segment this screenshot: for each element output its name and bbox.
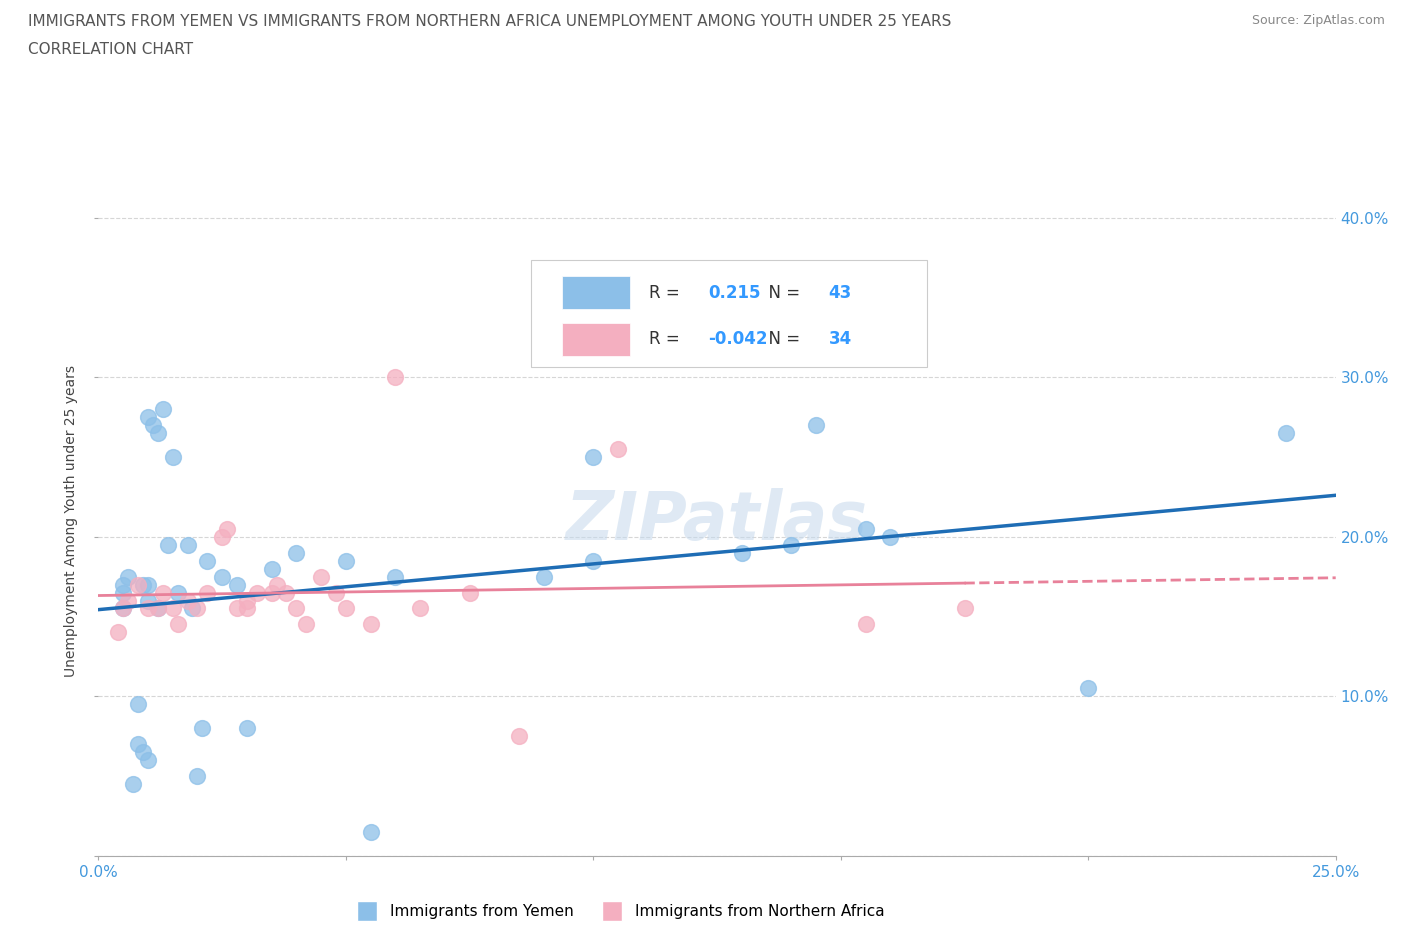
Point: [181, 601, 204, 616]
Point: [166, 585, 188, 600]
Point: [166, 617, 188, 631]
Point: [152, 585, 174, 600]
Point: [731, 545, 754, 560]
Point: [226, 601, 249, 616]
Point: [508, 728, 530, 743]
Point: [217, 522, 239, 537]
Point: [360, 824, 382, 839]
Point: [211, 529, 233, 544]
Point: [191, 721, 214, 736]
Text: N =: N =: [758, 330, 806, 349]
Text: CORRELATION CHART: CORRELATION CHART: [28, 42, 193, 57]
FancyBboxPatch shape: [562, 276, 630, 310]
Point: [132, 745, 155, 760]
Point: [236, 601, 259, 616]
Point: [136, 410, 159, 425]
Point: [112, 578, 135, 592]
Point: [325, 585, 347, 600]
Point: [127, 737, 149, 751]
Point: [112, 601, 135, 616]
Point: [582, 449, 605, 464]
Point: [309, 569, 332, 584]
Point: [1275, 426, 1298, 441]
Point: [152, 402, 174, 417]
Text: -0.042: -0.042: [709, 330, 768, 349]
Point: [162, 601, 184, 616]
Text: R =: R =: [650, 284, 685, 301]
Point: [855, 617, 877, 631]
Point: [780, 538, 803, 552]
Point: [112, 585, 135, 600]
Point: [260, 561, 283, 576]
Point: [1077, 681, 1099, 696]
Point: [122, 777, 145, 791]
Point: [142, 418, 165, 432]
Y-axis label: Unemployment Among Youth under 25 years: Unemployment Among Youth under 25 years: [65, 365, 79, 677]
Point: [953, 601, 976, 616]
FancyBboxPatch shape: [531, 259, 928, 366]
Point: [146, 601, 169, 616]
Point: [176, 593, 198, 608]
Text: Source: ZipAtlas.com: Source: ZipAtlas.com: [1251, 14, 1385, 27]
Point: [146, 601, 169, 616]
Point: [285, 601, 308, 616]
Point: [117, 569, 139, 584]
Point: [607, 442, 630, 457]
Point: [136, 752, 159, 767]
Point: [162, 449, 184, 464]
Text: 34: 34: [828, 330, 852, 349]
Point: [211, 569, 233, 584]
Point: [195, 585, 218, 600]
Point: [384, 370, 406, 385]
Point: [136, 593, 159, 608]
Point: [236, 593, 259, 608]
Point: [260, 585, 283, 600]
Point: [117, 593, 139, 608]
Text: 43: 43: [828, 284, 852, 301]
Point: [107, 625, 129, 640]
FancyBboxPatch shape: [562, 323, 630, 356]
Text: ZIPatlas: ZIPatlas: [567, 488, 868, 553]
Point: [384, 569, 406, 584]
Point: [335, 553, 357, 568]
Point: [176, 538, 198, 552]
Point: [112, 601, 135, 616]
Point: [236, 721, 259, 736]
Point: [266, 578, 288, 592]
Point: [136, 601, 159, 616]
Point: [195, 553, 218, 568]
Point: [582, 553, 605, 568]
Point: [804, 418, 827, 432]
Text: R =: R =: [650, 330, 685, 349]
Text: N =: N =: [758, 284, 806, 301]
Point: [136, 578, 159, 592]
Point: [127, 697, 149, 711]
Point: [409, 601, 432, 616]
Point: [458, 585, 481, 600]
Point: [156, 538, 179, 552]
Point: [285, 545, 308, 560]
Point: [295, 617, 318, 631]
Point: [533, 569, 555, 584]
Text: IMMIGRANTS FROM YEMEN VS IMMIGRANTS FROM NORTHERN AFRICA UNEMPLOYMENT AMONG YOUT: IMMIGRANTS FROM YEMEN VS IMMIGRANTS FROM…: [28, 14, 952, 29]
Text: 0.215: 0.215: [709, 284, 761, 301]
Point: [186, 601, 208, 616]
Point: [246, 585, 269, 600]
Point: [226, 578, 249, 592]
Point: [132, 578, 155, 592]
Point: [186, 768, 208, 783]
Point: [879, 529, 901, 544]
Point: [335, 601, 357, 616]
Point: [127, 578, 149, 592]
Point: [360, 617, 382, 631]
Legend: Immigrants from Yemen, Immigrants from Northern Africa: Immigrants from Yemen, Immigrants from N…: [346, 897, 890, 925]
Point: [855, 522, 877, 537]
Point: [146, 426, 169, 441]
Point: [276, 585, 298, 600]
